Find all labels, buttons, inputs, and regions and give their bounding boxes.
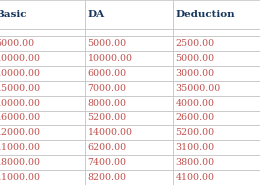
Bar — [0, 81, 86, 96]
Text: 2500.00: 2500.00 — [176, 39, 214, 48]
Text: 14000.00: 14000.00 — [88, 128, 133, 137]
Text: 18000.00: 18000.00 — [0, 158, 41, 167]
Text: 8200.00: 8200.00 — [88, 173, 127, 182]
Bar — [86, 170, 173, 185]
Bar — [173, 36, 260, 51]
Text: 2600.00: 2600.00 — [176, 113, 214, 122]
Bar — [173, 140, 260, 155]
Text: Basic: Basic — [0, 10, 27, 19]
Bar — [173, 66, 260, 81]
Text: 3800.00: 3800.00 — [176, 158, 214, 167]
Bar — [86, 96, 173, 111]
Bar — [0, 51, 86, 66]
Text: 10000.00: 10000.00 — [88, 54, 133, 63]
Bar — [86, 29, 173, 36]
Text: 5000.00: 5000.00 — [0, 39, 35, 48]
Bar — [173, 170, 260, 185]
Text: 4000.00: 4000.00 — [176, 99, 214, 108]
Text: 5200.00: 5200.00 — [88, 113, 127, 122]
Text: 10000.00: 10000.00 — [0, 69, 41, 78]
Text: 12000.00: 12000.00 — [0, 128, 41, 137]
Bar — [173, 51, 260, 66]
Bar — [0, 125, 86, 140]
Text: 4100.00: 4100.00 — [176, 173, 214, 182]
Bar — [173, 96, 260, 111]
Bar — [173, 29, 260, 36]
Bar — [173, 155, 260, 170]
Bar — [173, 111, 260, 125]
Text: 3100.00: 3100.00 — [176, 143, 214, 152]
Bar — [0, 170, 86, 185]
Bar — [0, 36, 86, 51]
Bar — [86, 51, 173, 66]
Bar — [86, 81, 173, 96]
Text: 6200.00: 6200.00 — [88, 143, 127, 152]
Bar — [173, 0, 260, 29]
Bar — [173, 125, 260, 140]
Bar — [86, 111, 173, 125]
Text: 5000.00: 5000.00 — [88, 39, 127, 48]
Text: 10000.00: 10000.00 — [0, 54, 41, 63]
Text: 3000.00: 3000.00 — [176, 69, 214, 78]
Text: Deduction: Deduction — [176, 10, 235, 19]
Text: 7000.00: 7000.00 — [88, 84, 127, 93]
Bar — [0, 111, 86, 125]
Text: 10000.00: 10000.00 — [0, 99, 41, 108]
Text: 5200.00: 5200.00 — [176, 128, 214, 137]
Text: 16000.00: 16000.00 — [0, 113, 41, 122]
Bar — [86, 155, 173, 170]
Bar — [0, 96, 86, 111]
Bar — [86, 125, 173, 140]
Bar — [86, 140, 173, 155]
Text: 11000.00: 11000.00 — [0, 173, 41, 182]
Bar — [0, 29, 86, 36]
Bar — [0, 66, 86, 81]
Text: 8000.00: 8000.00 — [88, 99, 127, 108]
Text: 7400.00: 7400.00 — [88, 158, 127, 167]
Text: 15000.00: 15000.00 — [0, 84, 41, 93]
Text: 35000.00: 35000.00 — [176, 84, 221, 93]
Bar — [86, 0, 173, 29]
Bar — [0, 0, 86, 29]
Bar — [173, 81, 260, 96]
Text: 6000.00: 6000.00 — [88, 69, 127, 78]
Bar — [86, 36, 173, 51]
Bar — [0, 155, 86, 170]
Text: DA: DA — [88, 10, 105, 19]
Text: 5000.00: 5000.00 — [176, 54, 214, 63]
Bar — [86, 66, 173, 81]
Text: 11000.00: 11000.00 — [0, 143, 41, 152]
Bar — [0, 140, 86, 155]
